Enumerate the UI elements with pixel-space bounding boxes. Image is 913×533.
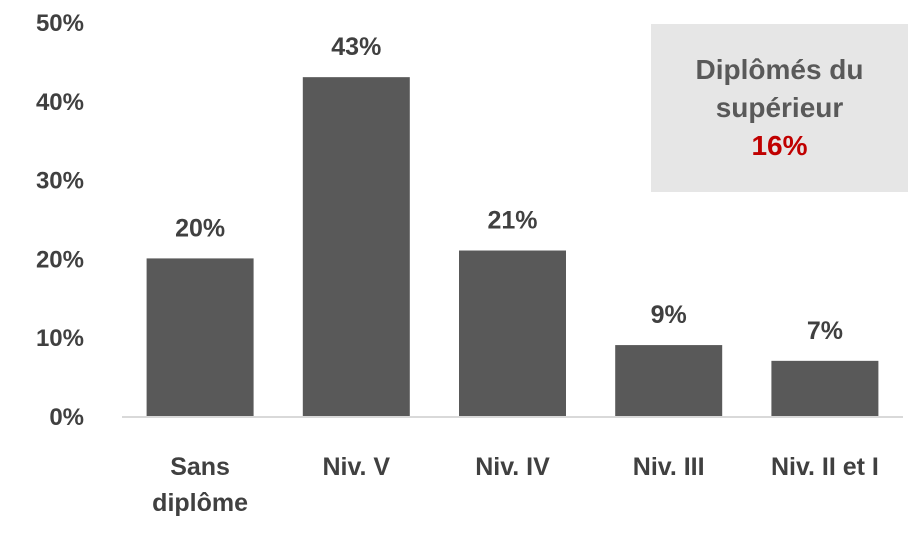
graduates-callout: Diplômés du supérieur 16%: [651, 24, 908, 192]
bars-group: [146, 77, 879, 416]
bar: [771, 360, 879, 416]
y-axis-tick-labels: 0% 10% 20% 30% 40% 50%: [36, 10, 84, 431]
data-labels-group: 20% 43% 21% 9% 7%: [175, 33, 843, 345]
callout-value: 16%: [751, 130, 808, 161]
x-category-label: Niv. IV: [475, 453, 550, 481]
x-category-label: Niv. II et I: [771, 453, 879, 481]
y-tick-label: 20%: [36, 246, 84, 273]
y-tick-label: 10%: [36, 325, 84, 352]
bar: [615, 345, 723, 416]
x-category-label: Sans diplôme: [152, 453, 248, 517]
bar: [146, 258, 254, 416]
data-label: 43%: [331, 33, 381, 61]
data-label: 20%: [175, 214, 225, 242]
data-label: 9%: [651, 301, 687, 329]
y-tick-label: 50%: [36, 10, 84, 37]
data-label: 21%: [487, 207, 537, 235]
x-category-label: Niv. III: [633, 453, 705, 481]
bar: [459, 250, 566, 416]
y-tick-label: 40%: [36, 89, 84, 116]
callout-line-2: supérieur: [715, 92, 844, 123]
category-labels-group: Sans diplôme Niv. V Niv. IV Niv. III Niv. II …: [152, 453, 879, 517]
y-tick-label: 30%: [36, 168, 84, 195]
y-tick-label: 0%: [49, 404, 84, 431]
bar: [302, 77, 410, 416]
callout-line-1: Diplômés du: [695, 54, 864, 85]
data-label: 7%: [807, 317, 843, 345]
x-category-label: Niv. V: [322, 453, 390, 481]
